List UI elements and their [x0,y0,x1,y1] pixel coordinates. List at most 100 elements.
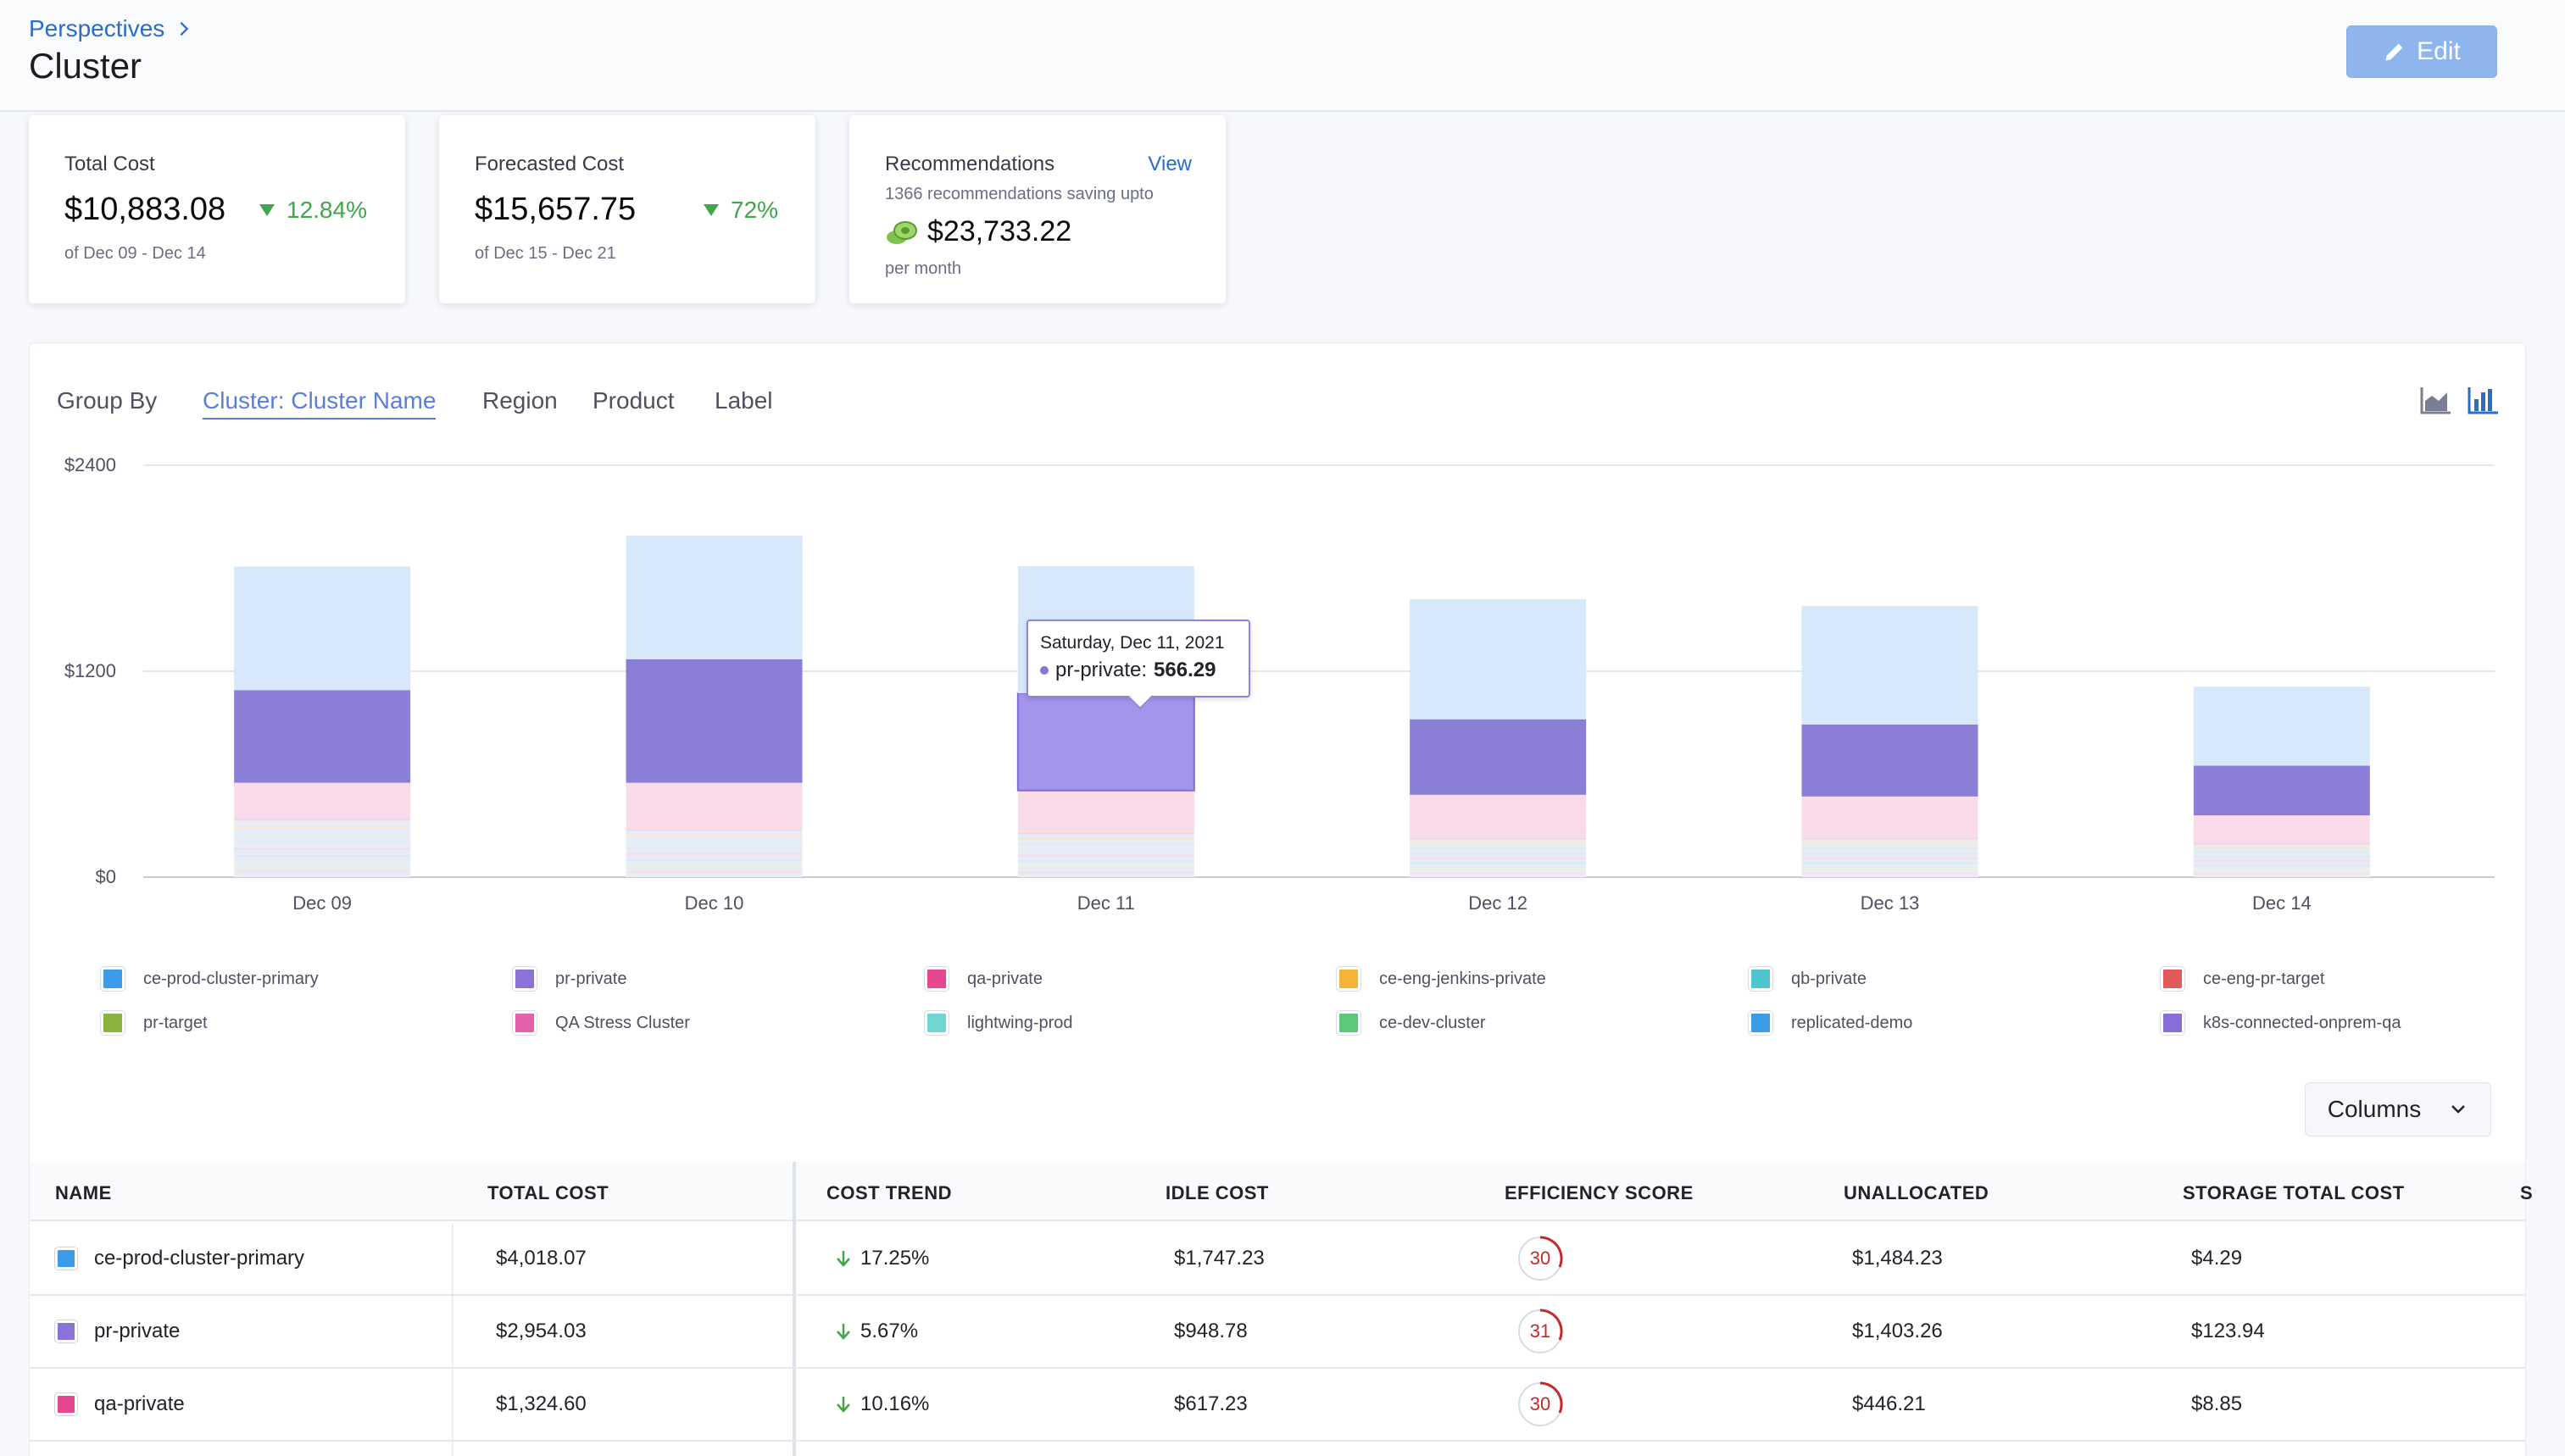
legend-swatch [2161,967,2184,991]
bar-stripe [2193,868,2370,870]
forecasted-cost-value: $15,657.75 [475,192,637,227]
tab-label[interactable]: Label [715,387,773,414]
group-by-label: Group By [57,387,158,414]
forecasted-cost-delta: 72% [704,197,778,224]
legend-label: qb-private [1791,969,1867,988]
name-cell: qa-private [55,1392,185,1416]
edit-button[interactable]: Edit [2346,25,2497,78]
header-cost-trend[interactable]: COST TREND [826,1182,952,1203]
x-tick-label: Dec 09 [292,892,352,914]
bar-stripe [1801,872,1978,875]
header-truncated[interactable]: S [2520,1182,2534,1203]
cost-trend-value: 17.25% [860,1247,930,1270]
score-ring-icon [1518,1236,1563,1281]
tab-product[interactable]: Product [593,387,675,414]
bar-stripe [626,847,803,849]
tab-region[interactable]: Region [482,387,558,414]
bar-stripe [1017,871,1194,874]
table-row[interactable]: qa-private $1,324.60 10.16% $617.23 30 $446.2… [30,1369,2525,1442]
legend-item[interactable]: k8s-connected-onprem-qa [2161,1011,2401,1035]
recommendations-label: Recommendations [885,153,1055,175]
table-row[interactable]: pr-private $2,954.03 5.67% $948.78 31 $1,403.… [30,1296,2525,1369]
efficiency-score-ring: 30 [1516,1235,1564,1282]
tab-cluster-name[interactable]: Cluster: Cluster Name [203,387,437,420]
header-idle-cost[interactable]: IDLE COST [1166,1182,1269,1203]
name-cell: pr-private [55,1320,180,1343]
header-unallocated[interactable]: UNALLOCATED [1844,1182,1989,1203]
bar-stripe [1017,837,1194,840]
tooltip-date: Saturday, Dec 11, 2021 [1040,633,1225,653]
legend-item[interactable]: ce-prod-cluster-primary [101,967,319,991]
legend-swatch [1337,967,1360,991]
bar-segment-qa-private-dec-12 [1410,794,1587,838]
legend-item[interactable]: replicated-demo [1749,1011,1912,1035]
column-divider[interactable] [793,1162,796,1456]
recommendations-view-link[interactable]: View [1148,153,1192,175]
header-name[interactable]: NAME [55,1182,112,1203]
tooltip-series: pr-private: [1055,659,1148,681]
total-cost-cell: $1,324.60 [496,1392,587,1415]
bar-stripe [1801,867,1978,870]
header-storage-total-cost[interactable]: STORAGE TOTAL COST [2183,1182,2405,1203]
legend-item[interactable]: ce-eng-pr-target [2161,967,2324,991]
storage-cost-cell: $8.85 [2191,1392,2243,1415]
area-chart-icon[interactable] [2420,386,2452,414]
bar-stripe [1801,837,1978,840]
legend-item[interactable]: QA Stress Cluster [513,1011,690,1035]
legend-item[interactable]: qb-private [1749,967,1867,991]
legend-swatch [101,967,125,991]
total-cost-value: $10,883.08 [64,192,226,227]
bar-stripe [626,864,803,867]
score-ring-icon [1518,1381,1563,1426]
row-name: pr-private [94,1320,181,1342]
bar-stripe [1410,852,1587,854]
bar-segment-ce-prod-cluster-primary-dec-12 [1410,598,1587,720]
bar-stripe [2193,855,2370,858]
edit-button-label: Edit [2417,37,2461,65]
triangle-down-icon [259,204,275,216]
bar-stripe [1410,857,1587,859]
legend-item[interactable]: pr-private [513,967,626,991]
header-efficiency-score[interactable]: EFFICIENCY SCORE [1505,1182,1694,1203]
bar-stripe [1017,865,1194,868]
legend-item[interactable]: pr-target [101,1011,208,1035]
bar-stripe [234,855,411,858]
header-total-cost[interactable]: TOTAL COST [487,1182,609,1203]
arrow-down-icon [837,1324,850,1340]
legend-label: lightwing-prod [967,1013,1073,1032]
legend-item[interactable]: ce-dev-cluster [1337,1011,1486,1035]
efficiency-score-ring: 31 [1516,1308,1564,1355]
bar-stripe [234,862,411,864]
y-tick-label: $1200 [64,660,116,681]
total-cost-card: Total Cost $10,883.08 12.84% of Dec 09 -… [29,115,405,303]
legend-label: pr-target [143,1013,208,1032]
columns-dropdown[interactable]: Columns [2305,1082,2491,1136]
efficiency-score-value: 31 [1529,1320,1551,1342]
columns-label: Columns [2327,1096,2422,1122]
bar-chart-icon[interactable] [2468,386,2500,414]
legend-item[interactable]: lightwing-prod [925,1011,1073,1035]
forecasted-cost-card: Forecasted Cost $15,657.75 72% of Dec 15… [439,115,815,303]
legend-label: ce-dev-cluster [1379,1013,1486,1032]
unallocated-cell: $1,403.26 [1852,1320,1943,1342]
x-tick-label: Dec 13 [1861,892,1920,914]
page-title: Cluster [29,46,142,86]
breadcrumb[interactable]: Perspectives [29,15,193,42]
legend-label: ce-prod-cluster-primary [143,969,319,988]
row-color-swatch [55,1393,77,1415]
legend-item[interactable]: ce-eng-jenkins-private [1337,967,1546,991]
y-tick-label: $2400 [64,454,116,475]
legend-label: replicated-demo [1791,1013,1913,1032]
table-row[interactable]: ce-prod-cluster-primary $4,018.07 17.25% $1… [30,1223,2525,1296]
bar-segment-ce-prod-cluster-primary-dec-14 [2193,686,2370,766]
forecasted-cost-period: of Dec 15 - Dec 21 [475,244,616,263]
legend-swatch [1749,967,1772,991]
bar-stripe [1410,837,1587,840]
bar-segment-qa-private-dec-09 [234,782,411,820]
legend-swatch [513,967,537,991]
table-header: NAME TOTAL COST COST TREND IDLE COST EFF… [30,1162,2533,1221]
x-tick-label: Dec 11 [1077,892,1135,914]
legend-item[interactable]: qa-private [925,967,1043,991]
breadcrumb-perspectives[interactable]: Perspectives [29,15,165,42]
legend-label: ce-eng-jenkins-private [1379,969,1546,988]
